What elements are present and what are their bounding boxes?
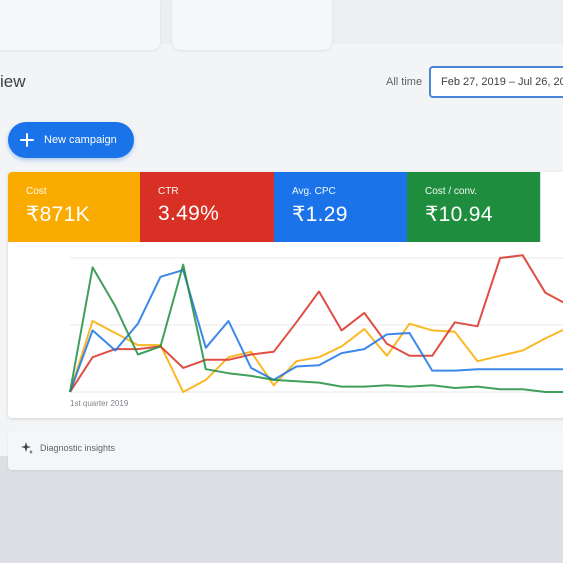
overview-page: iew All time Feb 27, 2019 – Jul 26, 202 … <box>0 0 563 470</box>
series-line-2 <box>69 269 563 393</box>
date-filter-label: All time <box>386 76 423 88</box>
series-line-0 <box>69 320 563 393</box>
metric-add-slot[interactable] <box>540 172 563 242</box>
line-chart: 1st quarter 2019 <box>69 254 563 408</box>
new-campaign-button[interactable]: New campaign <box>8 122 134 158</box>
metric-avg-cpc-value: ₹1.29 <box>292 203 348 226</box>
plus-icon <box>20 133 34 147</box>
page-title: iew <box>0 72 26 91</box>
metric-avg-cpc[interactable]: Avg. CPC ₹1.29 <box>274 172 407 242</box>
metric-cost-per-conv[interactable]: Cost / conv. ₹10.94 <box>407 172 540 242</box>
metric-ctr-value: 3.49% <box>158 202 220 225</box>
metric-cost[interactable]: Cost ₹871K <box>8 172 140 242</box>
top-summary-card-2 <box>172 0 332 50</box>
metric-cost-label: Cost <box>26 186 47 197</box>
metric-cost-value: ₹871K <box>26 203 90 226</box>
diagnostic-insights-label: Diagnostic insights <box>40 443 116 453</box>
metric-cost-per-conv-label: Cost / conv. <box>425 186 478 197</box>
diagnostic-insights-card[interactable]: Diagnostic insights <box>8 430 563 470</box>
new-campaign-label: New campaign <box>44 134 117 146</box>
metric-ctr-label: CTR <box>158 186 179 197</box>
series-line-1 <box>69 254 563 393</box>
top-summary-card <box>0 0 160 50</box>
series-line-3 <box>69 263 563 393</box>
metric-cost-per-conv-value: ₹10.94 <box>425 203 493 226</box>
sparkle-icon <box>21 442 33 454</box>
date-range-selector[interactable]: Feb 27, 2019 – Jul 26, 202 <box>429 66 563 98</box>
x-axis-label: 1st quarter 2019 <box>70 399 129 408</box>
performance-chart-card: Cost ₹871K CTR 3.49% Avg. CPC ₹1.29 Cost… <box>8 172 563 418</box>
metric-ctr[interactable]: CTR 3.49% <box>140 172 274 242</box>
metric-avg-cpc-label: Avg. CPC <box>292 186 336 197</box>
